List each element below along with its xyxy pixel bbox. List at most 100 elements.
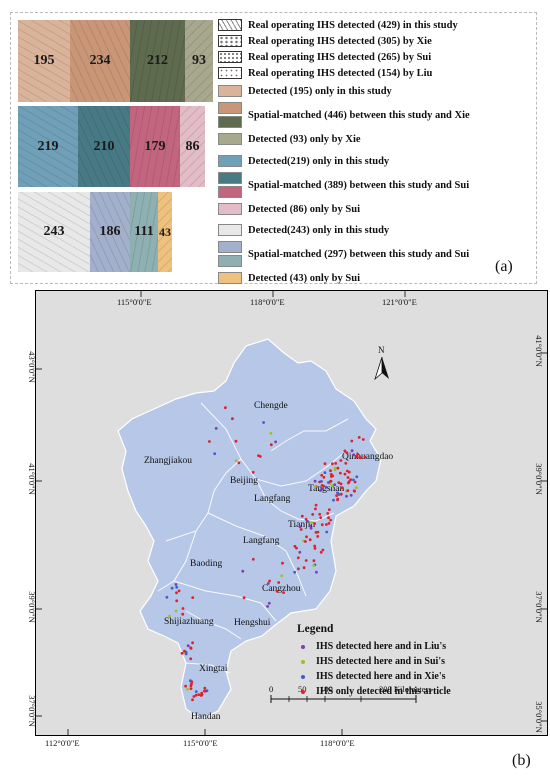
ihs-point xyxy=(165,595,169,599)
ihs-point xyxy=(349,493,353,497)
legend-text: Spatial-matched (446) between this study… xyxy=(248,109,470,121)
ihs-point xyxy=(189,687,193,690)
lon-label-top: 121°0'0"E xyxy=(382,297,417,307)
ihs-point xyxy=(346,476,350,479)
city-label-xingtai: Xingtai xyxy=(199,664,228,674)
ihs-point xyxy=(189,657,193,661)
lat-label-right: 37°0'0"N xyxy=(533,591,544,623)
ihs-point xyxy=(308,524,312,528)
north-arrow-icon: N xyxy=(374,345,389,381)
ihs-point xyxy=(345,494,348,498)
ihs-point xyxy=(340,486,344,490)
ihs-point xyxy=(298,525,302,529)
legend-row: Detected (86) only by Sui xyxy=(218,202,360,216)
legend-item-xie: IHS detected here and in Xie's xyxy=(297,669,451,684)
ihs-point xyxy=(189,684,193,688)
block-spatial-matched-xie-part2: 212 xyxy=(130,20,185,102)
ihs-point xyxy=(343,472,347,476)
ihs-point xyxy=(312,559,316,563)
ihs-point xyxy=(177,589,181,593)
ihs-point xyxy=(322,484,325,488)
scale-tick-label: 100 xyxy=(320,684,333,694)
scale-tick-label: 50 xyxy=(298,684,307,694)
ihs-point xyxy=(306,520,309,523)
ihs-point xyxy=(354,486,358,489)
legend-row: Detected(243) only in this study xyxy=(218,223,389,237)
ihs-point xyxy=(336,498,339,502)
ihs-point xyxy=(336,466,340,470)
block-value: 179 xyxy=(144,138,166,154)
block-value: 234 xyxy=(89,53,111,68)
ihs-point xyxy=(321,548,325,552)
legend-row: Detected (93) only by Xie xyxy=(218,132,361,146)
legend-text: Detected (195) only in this study xyxy=(248,85,392,97)
ihs-point xyxy=(313,479,317,483)
color-swatch xyxy=(218,116,242,128)
ihs-point xyxy=(339,492,343,496)
ihs-point xyxy=(320,523,324,527)
legend-item-text: IHS detected here and in Xie's xyxy=(316,671,446,682)
ihs-point xyxy=(300,514,304,518)
lat-label-right: 35°0'0"N xyxy=(533,701,544,733)
ihs-point xyxy=(277,581,281,584)
lat-label-right: 41°0'0"N xyxy=(533,335,544,367)
ihs-point xyxy=(213,452,217,456)
color-swatch xyxy=(218,102,242,114)
ihs-point xyxy=(363,455,367,459)
scale-bar: 0 50 100 200 Kilometers xyxy=(269,684,432,703)
legend-text: Real operating IHS detected (305) by Xie xyxy=(248,35,432,47)
block-value: 219 xyxy=(37,138,59,154)
legend-text: Real operating IHS detected (154) by Liu xyxy=(248,67,433,79)
ihs-point xyxy=(224,406,227,410)
point-marker-icon xyxy=(301,674,305,679)
legend-row: Detected (195) only in this study xyxy=(218,84,392,98)
lat-label-left: 37°0'0"N xyxy=(26,695,37,727)
legend-text: Detected(243) only in this study xyxy=(248,224,390,236)
block-detected-only-sui: 86 xyxy=(180,106,205,187)
ihs-point xyxy=(358,456,361,459)
city-label-hengshui: Hengshui xyxy=(234,618,271,628)
panel-a-label: (a) xyxy=(495,258,513,275)
ihs-point xyxy=(269,432,273,435)
ihs-point xyxy=(237,461,241,465)
legend-item-text: IHS detected here and in Sui's xyxy=(316,656,445,667)
ihs-point xyxy=(282,591,285,594)
ihs-point xyxy=(175,585,179,589)
ihs-point xyxy=(352,478,355,482)
legend-item-this-article: IHS only detected in this article xyxy=(297,684,451,699)
ihs-point xyxy=(325,523,328,526)
ihs-point xyxy=(304,517,308,521)
ihs-point xyxy=(339,471,342,475)
city-label-baoding: Baoding xyxy=(190,559,222,569)
legend-item-text: IHS only detected in this article xyxy=(316,686,451,697)
ihs-point xyxy=(181,607,185,610)
ihs-point xyxy=(214,427,218,430)
color-swatch xyxy=(218,272,242,284)
legend-row: Real operating IHS detected (154) by Liu xyxy=(218,66,432,80)
block-spatial-matched-sui-2-part1: 186 xyxy=(90,192,130,272)
map-canvas: Chengde Zhangjiakou Qinhuangdao Beijing … xyxy=(36,291,547,735)
ihs-point xyxy=(269,443,273,447)
panel-a-frame xyxy=(10,12,537,284)
lon-label-bottom: 112°0'0"E xyxy=(45,738,80,748)
ihs-point xyxy=(184,684,188,688)
ihs-point xyxy=(251,470,255,474)
block-detected-only-this-study-sui: 219 xyxy=(18,106,78,187)
ihs-point xyxy=(315,570,318,574)
ihs-point xyxy=(234,439,238,443)
ihs-point xyxy=(266,582,270,585)
pattern-swatch xyxy=(218,35,242,47)
ihs-point xyxy=(318,512,322,516)
ihs-point xyxy=(336,491,339,495)
block-detected-only-this-study-sui-2: 243 xyxy=(18,192,90,272)
ihs-point xyxy=(339,482,343,486)
ihs-point xyxy=(331,462,334,466)
pattern-swatch xyxy=(218,19,242,31)
ihs-point xyxy=(329,480,332,483)
ihs-point xyxy=(305,535,308,539)
lon-label-bottom: 115°0'0"E xyxy=(183,738,218,748)
ihs-point xyxy=(174,583,178,586)
point-marker-icon xyxy=(301,659,305,664)
ihs-point xyxy=(251,557,255,561)
ihs-point xyxy=(355,475,359,479)
